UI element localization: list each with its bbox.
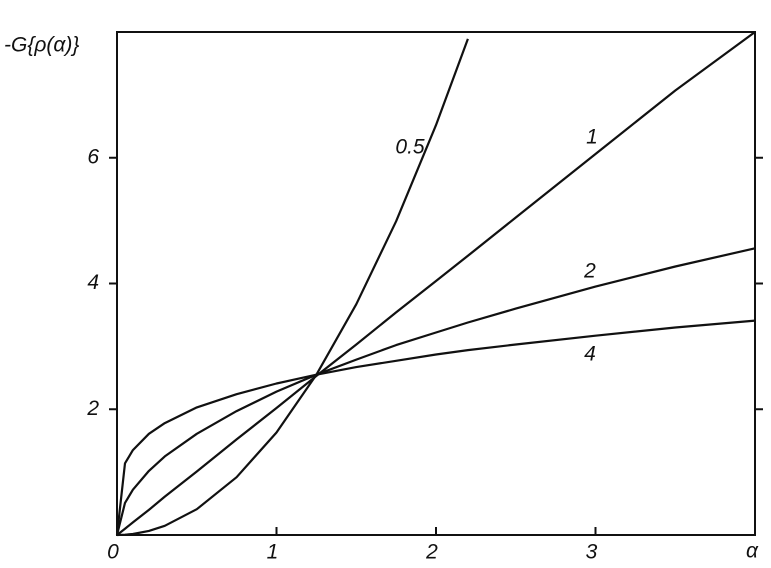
x-tick-label: 1 (267, 541, 279, 564)
curve (116, 31, 756, 536)
curve-label: 2 (583, 260, 596, 283)
curve (116, 38, 469, 537)
y-axis-label: -G{ρ(α)} (4, 34, 79, 57)
curve-label: 0.5 (395, 136, 425, 159)
x-tick-label: 3 (586, 541, 598, 564)
curve (115, 319, 756, 536)
x-tick-label: 2 (425, 541, 438, 564)
y-tick-label: 6 (87, 145, 99, 168)
x-tick-label: 0 (107, 541, 119, 564)
y-tick-label: 2 (86, 397, 99, 420)
x-axis-label: α (746, 540, 759, 563)
y-tick-label: 4 (87, 271, 99, 294)
curve-label: 1 (586, 126, 598, 149)
curve-label: 4 (584, 343, 596, 366)
